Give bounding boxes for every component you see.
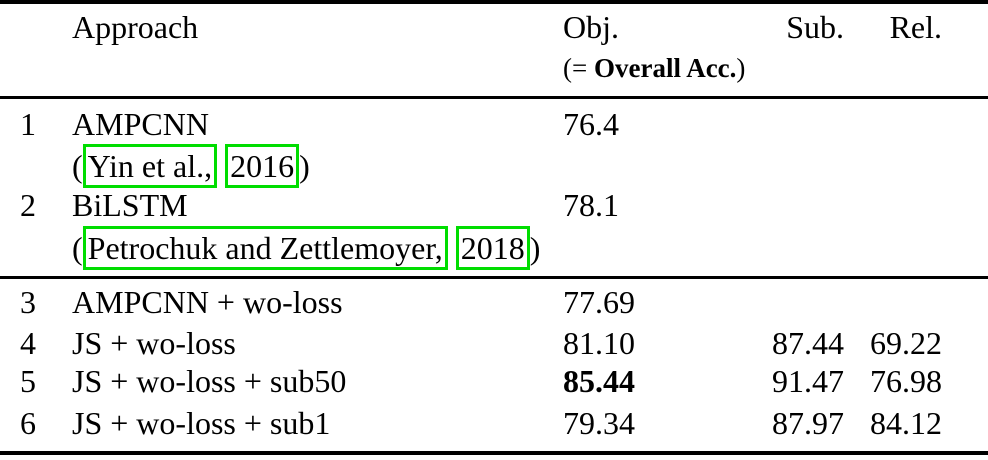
obj-cell: 77.69 (563, 284, 635, 320)
obj-note-open: (= (563, 53, 594, 83)
obj-cell: 79.34 (563, 405, 635, 441)
obj-note-close: ) (736, 53, 746, 83)
approach-cell: AMPCNN + wo-loss (72, 284, 343, 320)
approach-cell: JS + wo-loss + sub50 (72, 363, 347, 399)
col-header-obj: Obj. (563, 9, 619, 45)
close-paren: ) (529, 230, 541, 266)
citation-year-link[interactable]: 2018 (455, 226, 530, 270)
row-index: 5 (20, 363, 36, 399)
rel-cell: 69.22 (870, 325, 942, 361)
open-paren: ( (72, 148, 83, 184)
table-mid-rule-2 (0, 276, 988, 279)
table-mid-rule-1 (0, 96, 988, 99)
citation-authors-link[interactable]: Petrochuk and Zettlemoyer, (82, 226, 448, 270)
sub-cell: 87.44 (772, 325, 844, 361)
col-header-obj-note: (= Overall Acc.) (563, 55, 745, 82)
rel-cell: 84.12 (870, 405, 942, 441)
citation-authors-link[interactable]: Yin et al., (82, 144, 218, 188)
approach-cell: AMPCNN (72, 106, 209, 142)
sub-cell: 87.97 (772, 405, 844, 441)
table-top-rule (0, 0, 988, 4)
approach-cell: BiLSTM (72, 187, 188, 223)
row-index: 2 (20, 187, 36, 223)
sub-cell: 91.47 (772, 363, 844, 399)
table-bottom-rule (0, 451, 988, 455)
row-index: 4 (20, 325, 36, 361)
approach-cell: JS + wo-loss + sub1 (72, 405, 331, 441)
obj-cell-best: 85.44 (563, 363, 635, 399)
col-header-approach: Approach (72, 9, 199, 45)
open-paren: ( (72, 230, 83, 266)
citation-year-link[interactable]: 2016 (225, 144, 300, 188)
citation-line: (Yin et al., 2016) (72, 144, 310, 188)
rel-cell: 76.98 (870, 363, 942, 399)
col-header-rel: Rel. (889, 9, 942, 45)
col-header-sub: Sub. (786, 9, 844, 45)
row-index: 3 (20, 284, 36, 320)
obj-cell: 76.4 (563, 106, 619, 142)
approach-cell: JS + wo-loss (72, 325, 236, 361)
obj-cell: 81.10 (563, 325, 635, 361)
close-paren: ) (299, 148, 310, 184)
obj-cell: 78.1 (563, 187, 619, 223)
obj-note-bold: Overall Acc. (593, 53, 737, 83)
citation-line: (Petrochuk and Zettlemoyer, 2018) (72, 226, 541, 270)
row-index: 6 (20, 405, 36, 441)
row-index: 1 (20, 106, 36, 142)
